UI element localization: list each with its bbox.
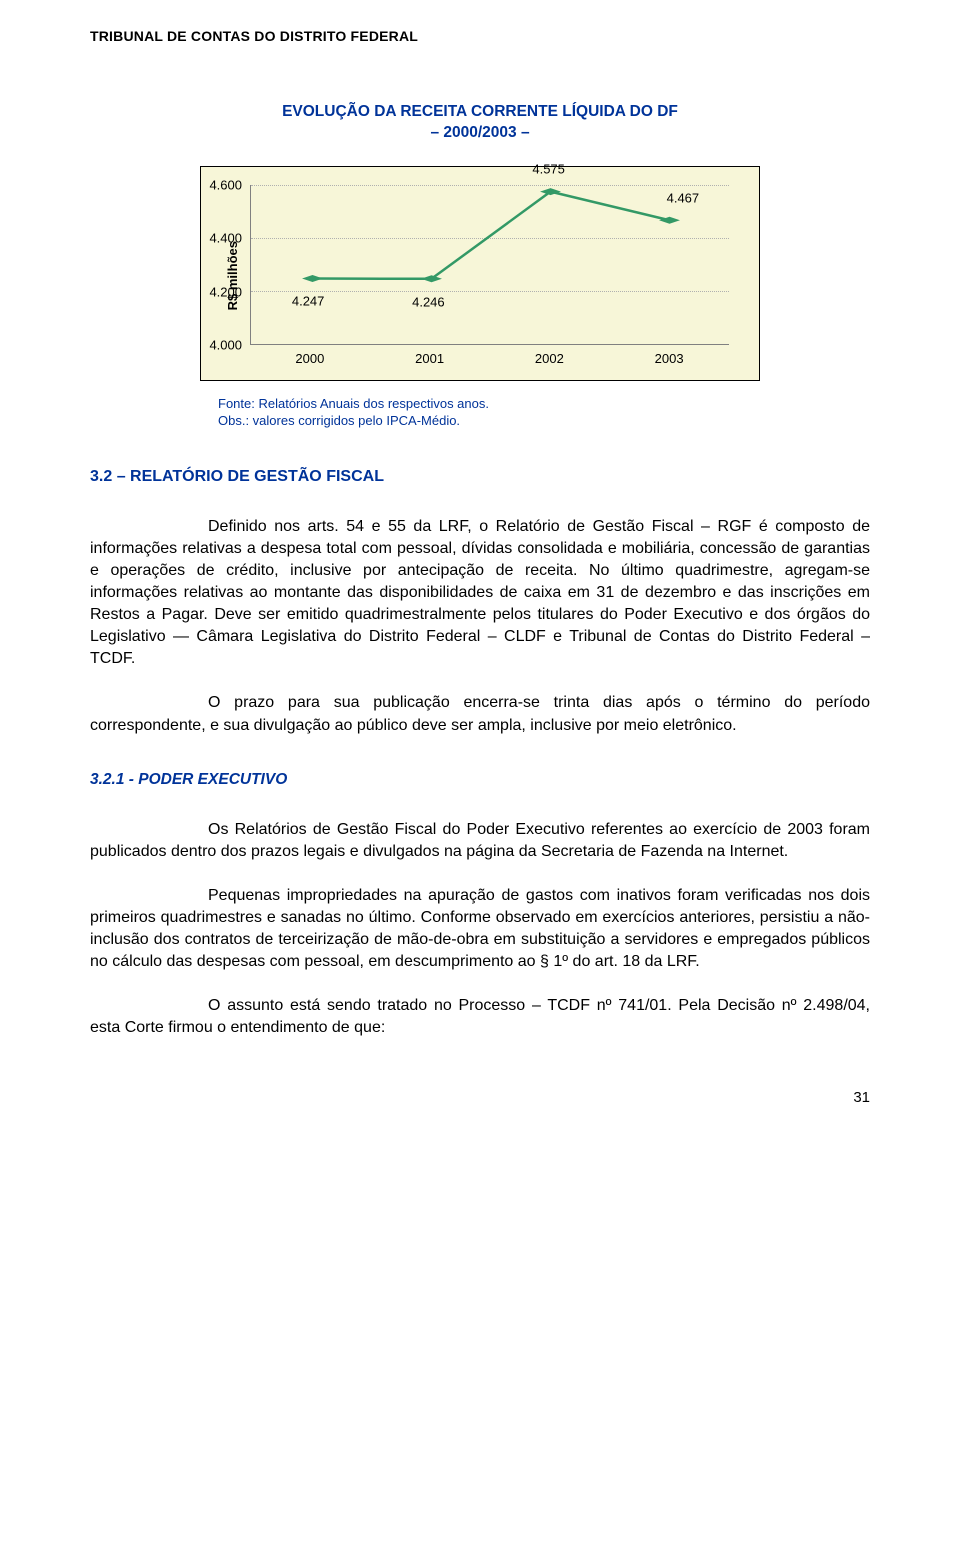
paragraph-2: O prazo para sua publicação encerra-se t… — [90, 692, 870, 736]
x-axis-ticks: 2000200120022003 — [250, 351, 729, 366]
doc-header: TRIBUNAL DE CONTAS DO DISTRITO FEDERAL — [90, 28, 870, 44]
series-marker — [302, 275, 323, 282]
chart-title: EVOLUÇÃO DA RECEITA CORRENTE LÍQUIDA DO … — [90, 102, 870, 144]
paragraph-1: Definido nos arts. 54 e 55 da LRF, o Rel… — [90, 516, 870, 671]
y-tick-label: 4.200 — [194, 284, 242, 299]
source-line2: Obs.: valores corrigidos pelo IPCA-Médio… — [218, 413, 460, 428]
paragraph-5: O assunto está sendo tratado no Processo… — [90, 995, 870, 1039]
chart-title-line2: – 2000/2003 – — [430, 124, 529, 141]
chart-box: R$ milhões 4.0004.2004.4004.6004.2474.24… — [200, 166, 760, 381]
y-tick-label: 4.400 — [194, 231, 242, 246]
paragraph-3: Os Relatórios de Gestão Fiscal do Poder … — [90, 819, 870, 863]
data-label: 4.467 — [667, 190, 700, 205]
x-tick-label: 2000 — [250, 351, 370, 366]
section-3-2-heading: 3.2 – RELATÓRIO DE GESTÃO FISCAL — [90, 468, 870, 486]
data-label: 4.247 — [292, 294, 325, 309]
y-axis-label: R$ milhões — [219, 241, 240, 310]
chart-title-line1: EVOLUÇÃO DA RECEITA CORRENTE LÍQUIDA DO … — [282, 103, 678, 120]
chart-source: Fonte: Relatórios Anuais dos respectivos… — [218, 395, 870, 430]
y-tick-label: 4.000 — [194, 337, 242, 352]
page-number: 31 — [90, 1089, 870, 1106]
chart-container: R$ milhões 4.0004.2004.4004.6004.2474.24… — [200, 166, 760, 381]
series-line — [313, 191, 670, 278]
grid-region — [250, 185, 729, 345]
chart-svg — [253, 185, 729, 344]
x-tick-label: 2001 — [370, 351, 490, 366]
data-label: 4.246 — [412, 294, 445, 309]
section-3-2-1-heading: 3.2.1 - PODER EXECUTIVO — [90, 771, 870, 789]
series-marker — [421, 275, 442, 282]
paragraph-4: Pequenas impropriedades na apuração de g… — [90, 885, 870, 973]
x-tick-label: 2003 — [609, 351, 729, 366]
data-label: 4.575 — [532, 162, 565, 177]
source-line1: Fonte: Relatórios Anuais dos respectivos… — [218, 396, 489, 411]
x-tick-label: 2002 — [490, 351, 610, 366]
y-tick-label: 4.600 — [194, 177, 242, 192]
plot-area: 4.0004.2004.4004.6004.2474.2464.5754.467 — [248, 185, 729, 345]
